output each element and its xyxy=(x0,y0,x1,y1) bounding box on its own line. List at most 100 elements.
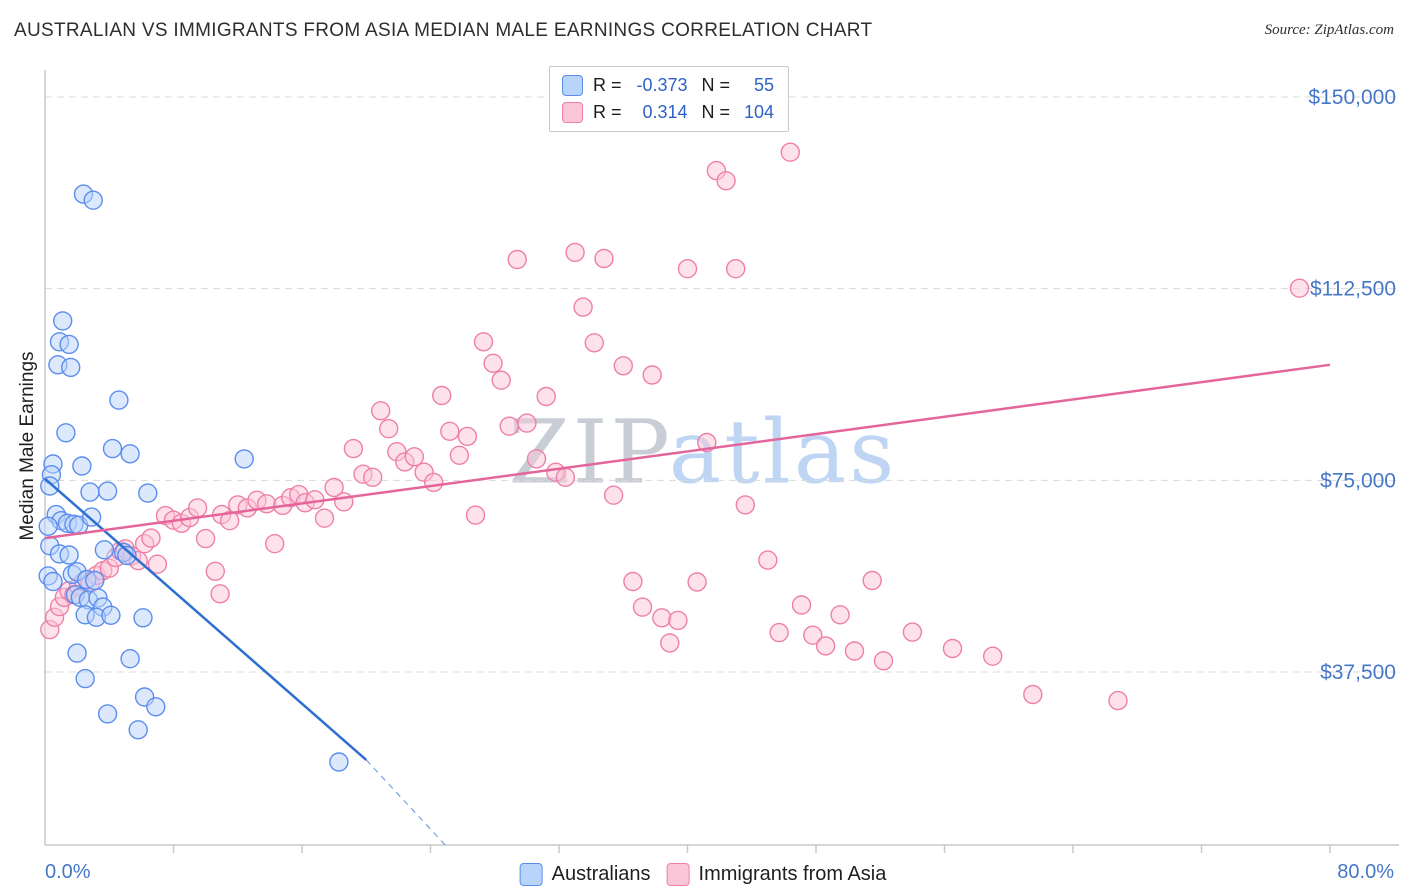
scatter-point-australians[interactable] xyxy=(101,605,121,625)
scatter-point-immigrants-from-asia[interactable] xyxy=(623,571,643,592)
scatter-point-immigrants-from-asia[interactable] xyxy=(314,508,335,528)
scatter-point-immigrants-from-asia[interactable] xyxy=(517,413,537,433)
scatter-point-immigrants-from-asia[interactable] xyxy=(457,426,478,447)
scatter-point-immigrants-from-asia[interactable] xyxy=(603,485,624,505)
scatter-point-australians[interactable] xyxy=(128,720,148,740)
scatter-point-immigrants-from-asia[interactable] xyxy=(424,472,444,493)
scatter-point-immigrants-from-asia[interactable] xyxy=(594,248,614,269)
scatter-point-immigrants-from-asia[interactable] xyxy=(449,445,470,465)
scatter-point-australians[interactable] xyxy=(81,507,102,527)
scatter-point-immigrants-from-asia[interactable] xyxy=(371,401,391,421)
scatter-point-immigrants-from-asia[interactable] xyxy=(265,534,285,554)
scatter-point-australians[interactable] xyxy=(102,438,123,459)
scatter-point-australians[interactable] xyxy=(75,668,95,689)
legend-entry-immigrants[interactable]: Immigrants from Asia xyxy=(666,863,886,886)
scatter-point-immigrants-from-asia[interactable] xyxy=(483,353,503,373)
scatter-point-immigrants-from-asia[interactable] xyxy=(210,584,230,604)
scatter-point-immigrants-from-asia[interactable] xyxy=(1023,684,1043,705)
scatter-point-australians[interactable] xyxy=(329,752,349,772)
scatter-point-immigrants-from-asia[interactable] xyxy=(687,572,707,592)
scatter-point-immigrants-from-asia[interactable] xyxy=(769,622,789,643)
scatter-point-immigrants-from-asia[interactable] xyxy=(726,259,746,279)
scatter-point-australians[interactable] xyxy=(117,545,137,566)
scatter-point-immigrants-from-asia[interactable] xyxy=(584,333,604,353)
scatter-point-australians[interactable] xyxy=(133,608,153,628)
scatter-point-australians[interactable] xyxy=(146,697,166,717)
scatter-point-immigrants-from-asia[interactable] xyxy=(902,622,923,642)
scatter-point-immigrants-from-asia[interactable] xyxy=(632,597,653,617)
scatter-point-australians[interactable] xyxy=(109,390,129,410)
scatter-point-immigrants-from-asia[interactable] xyxy=(1289,278,1310,298)
scatter-point-immigrants-from-asia[interactable] xyxy=(780,142,800,162)
scatter-point-immigrants-from-asia[interactable] xyxy=(862,570,882,591)
scatter-point-immigrants-from-asia[interactable] xyxy=(404,447,425,467)
scatter-point-australians[interactable] xyxy=(43,571,63,592)
scatter-point-australians[interactable] xyxy=(80,482,100,502)
scatter-point-immigrants-from-asia[interactable] xyxy=(195,528,216,549)
scatter-point-australians[interactable] xyxy=(56,423,76,443)
scatter-point-immigrants-from-asia[interactable] xyxy=(573,297,593,317)
scatter-point-australians[interactable] xyxy=(60,357,81,378)
scatter-point-immigrants-from-asia[interactable] xyxy=(830,605,850,625)
scatter-point-immigrants-from-asia[interactable] xyxy=(642,365,662,385)
legend-entry-australians[interactable]: Australians xyxy=(519,863,651,886)
y-tick-label: $112,500 xyxy=(1310,278,1396,301)
scatter-point-immigrants-from-asia[interactable] xyxy=(815,636,836,656)
scatter-point-immigrants-from-asia[interactable] xyxy=(499,416,519,436)
scatter-point-immigrants-from-asia[interactable] xyxy=(677,259,698,279)
scatter-point-immigrants-from-asia[interactable] xyxy=(507,249,527,270)
scatter-point-australians[interactable] xyxy=(67,643,87,663)
scatter-point-australians[interactable] xyxy=(85,570,105,591)
scatter-point-immigrants-from-asia[interactable] xyxy=(791,595,812,615)
scatter-point-australians[interactable] xyxy=(234,449,254,469)
scatter-point-immigrants-from-asia[interactable] xyxy=(1108,690,1128,711)
scatter-point-australians[interactable] xyxy=(83,190,103,210)
scatter-point-australians[interactable] xyxy=(97,481,118,501)
scatter-point-australians[interactable] xyxy=(72,456,92,476)
scatter-point-australians[interactable] xyxy=(40,476,60,496)
scatter-point-immigrants-from-asia[interactable] xyxy=(324,477,344,498)
x-axis-max-label: 80.0% xyxy=(1337,861,1394,883)
scatter-point-immigrants-from-asia[interactable] xyxy=(141,528,161,548)
scatter-point-australians[interactable] xyxy=(94,540,115,560)
scatter-point-immigrants-from-asia[interactable] xyxy=(652,608,672,628)
scatter-point-immigrants-from-asia[interactable] xyxy=(803,625,823,645)
scatter-point-immigrants-from-asia[interactable] xyxy=(613,356,633,376)
scatter-point-immigrants-from-asia[interactable] xyxy=(668,610,688,631)
scatter-point-immigrants-from-asia[interactable] xyxy=(565,242,585,263)
scatter-point-australians[interactable] xyxy=(59,334,79,355)
scatter-point-immigrants-from-asia[interactable] xyxy=(526,449,547,469)
scatter-point-immigrants-from-asia[interactable] xyxy=(473,332,494,352)
scatter-point-immigrants-from-asia[interactable] xyxy=(536,386,556,407)
scatter-point-australians[interactable] xyxy=(59,545,79,565)
scatter-point-immigrants-from-asia[interactable] xyxy=(334,492,354,512)
scatter-point-immigrants-from-asia[interactable] xyxy=(432,385,452,406)
scatter-point-immigrants-from-asia[interactable] xyxy=(660,633,680,653)
scatter-point-immigrants-from-asia[interactable] xyxy=(873,651,894,671)
scatter-point-australians[interactable] xyxy=(53,311,73,331)
scatter-point-immigrants-from-asia[interactable] xyxy=(758,550,778,570)
scatter-point-immigrants-from-asia[interactable] xyxy=(440,421,460,441)
scatter-point-immigrants-from-asia[interactable] xyxy=(983,646,1003,666)
scatter-point-immigrants-from-asia[interactable] xyxy=(735,495,755,515)
scatter-point-immigrants-from-asia[interactable] xyxy=(465,505,486,525)
scatter-point-australians[interactable] xyxy=(120,444,140,464)
scatter-point-immigrants-from-asia[interactable] xyxy=(844,641,865,661)
scatter-point-australians[interactable] xyxy=(138,483,158,503)
scatter-point-immigrants-from-asia[interactable] xyxy=(716,171,736,191)
scatter-point-australians[interactable] xyxy=(97,704,118,724)
scatter-point-australians[interactable] xyxy=(38,516,58,536)
scatter-point-immigrants-from-asia[interactable] xyxy=(205,561,226,581)
scatter-point-immigrants-from-asia[interactable] xyxy=(147,554,168,574)
scatter-point-immigrants-from-asia[interactable] xyxy=(219,511,240,531)
scatter-point-immigrants-from-asia[interactable] xyxy=(491,370,511,390)
scatter-point-immigrants-from-asia[interactable] xyxy=(942,638,963,659)
scatter-point-immigrants-from-asia[interactable] xyxy=(363,467,383,487)
scatter-point-immigrants-from-asia[interactable] xyxy=(187,498,208,518)
scatter-point-australians[interactable] xyxy=(120,649,140,669)
scatter-point-immigrants-from-asia[interactable] xyxy=(555,467,576,487)
scatter-point-immigrants-from-asia[interactable] xyxy=(343,438,364,459)
scatter-point-immigrants-from-asia[interactable] xyxy=(379,419,399,439)
